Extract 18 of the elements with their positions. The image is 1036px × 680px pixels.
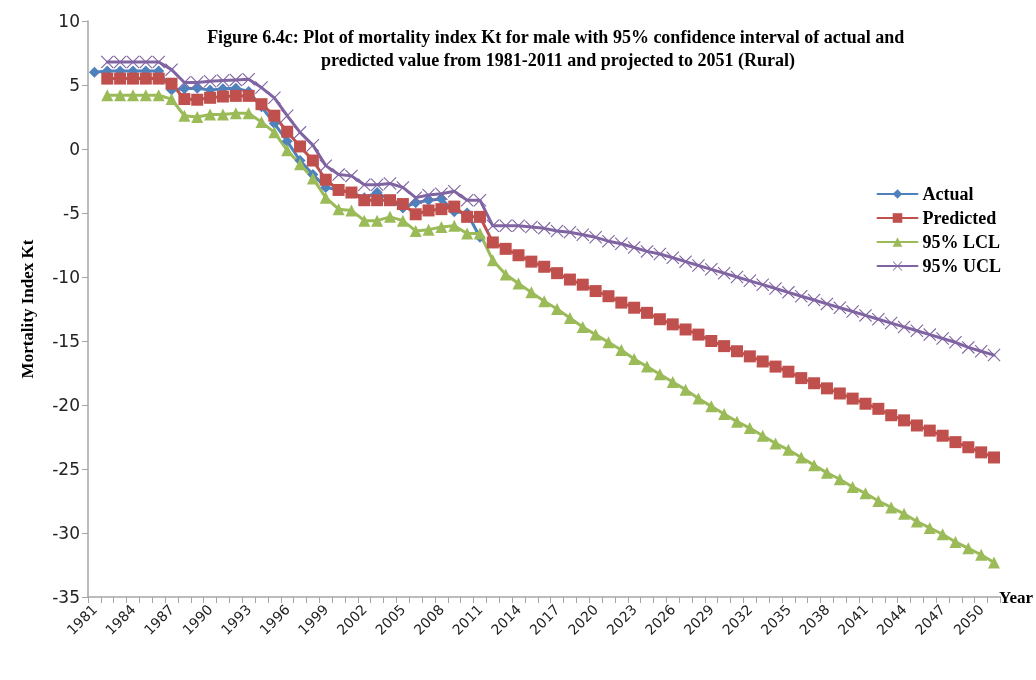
legend-label: 95% LCL	[922, 232, 1001, 252]
y-tick-label: -15	[52, 331, 80, 351]
point	[88, 66, 100, 78]
y-axis-title: Mortality Index Kt	[18, 239, 37, 379]
legend-label: Actual	[922, 184, 974, 204]
y-tick-label: -5	[63, 203, 80, 223]
text: Figure 6.4c: Plot of mortality index Kt for male with 95% confidence interval of actual and predicted value from 1981-2011 and projected to 2051 (Rural)	[207, 26, 909, 71]
y-tick-label: -25	[52, 459, 80, 479]
y-tick-label: -20	[52, 395, 80, 415]
y-tick-label: -35	[52, 587, 80, 607]
y-tick-label: 0	[69, 139, 80, 159]
y-tick-label: 5	[69, 75, 80, 95]
y-tick-label: -30	[52, 523, 80, 543]
x-axis-title: Year	[999, 587, 1034, 607]
y-tick-label: 10	[58, 11, 80, 31]
y-tick-label: -10	[52, 267, 80, 287]
legend-label: Predicted	[922, 208, 997, 228]
legend-label: 95% UCL	[922, 256, 1002, 276]
